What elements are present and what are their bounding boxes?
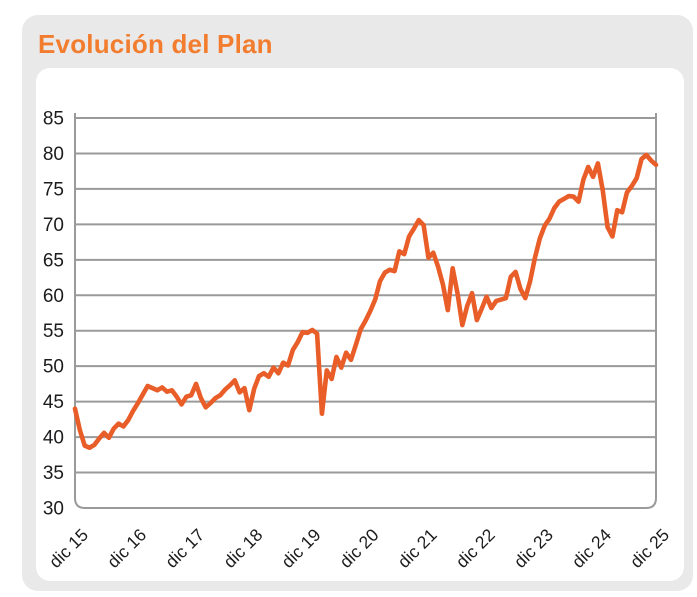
y-axis-label: 85 [43,109,64,130]
evolution-card: Evolución del Plan 30 35 40 45 50 55 60 65 70 75 8… [22,15,693,591]
x-axis-label: dic 20 [335,525,382,572]
x-axis-label: dic 15 [45,525,92,572]
x-axis-label: dic 18 [219,525,266,572]
x-axis-label: dic 21 [394,525,441,572]
chart-panel: 30 35 40 45 50 55 60 65 70 75 80 85 dic 15 dic 16 dic … [36,68,684,581]
x-axis-label: dic 16 [103,525,150,572]
y-axis-label: 80 [43,144,64,165]
x-axis-label: dic 22 [452,525,499,572]
y-axis-label: 40 [43,428,64,449]
x-axis-label: dic 23 [510,525,557,572]
y-axis-label: 50 [43,357,64,378]
y-axis-label: 55 [43,321,64,342]
y-axis-label: 75 [43,179,64,200]
x-axis-label: dic 25 [626,525,673,572]
y-axis-label: 60 [43,286,64,307]
y-axis-label: 35 [43,463,64,484]
y-axis-label: 45 [43,392,64,413]
y-axis-label: 30 [43,499,64,520]
page-title: Evolución del Plan [38,29,273,59]
plot-frame [74,113,657,509]
series-line [72,152,659,451]
y-axis-label: 65 [43,250,64,271]
x-axis-label: dic 24 [568,525,615,572]
y-axis-label: 70 [43,215,64,236]
x-axis-label: dic 19 [277,525,324,572]
x-axis-label: dic 17 [161,525,208,572]
